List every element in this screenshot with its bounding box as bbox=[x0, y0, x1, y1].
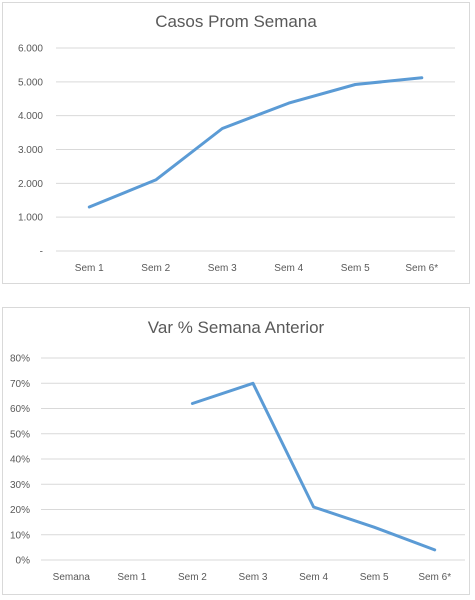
y-tick-label: 20% bbox=[10, 505, 30, 516]
y-tick-label: 40% bbox=[10, 455, 30, 466]
x-tick-label: Sem 3 bbox=[239, 572, 268, 583]
chart-casos-prom-semana: Casos Prom Semana - 1.000 2.000 3.000 4.000 5… bbox=[2, 2, 470, 284]
x-tick-label: Sem 3 bbox=[208, 263, 237, 274]
chart-var-semana-anterior: Var % Semana Anterior 0% 10% 20% 30% 40% 50% 6… bbox=[2, 307, 470, 595]
chart-plot: - 1.000 2.000 3.000 4.000 5.000 6.000 Sem 1 Sem … bbox=[18, 44, 455, 274]
x-tick-label: Sem 5 bbox=[360, 572, 389, 583]
y-tick-label: 30% bbox=[10, 480, 30, 491]
series-line bbox=[87, 76, 424, 209]
y-tick-label: 70% bbox=[10, 379, 30, 390]
y-tick-label: 2.000 bbox=[18, 179, 43, 190]
series-line bbox=[190, 381, 437, 552]
y-tick-label: 4.000 bbox=[18, 111, 43, 122]
y-tick-label: 1.000 bbox=[18, 213, 43, 224]
x-tick-label: Sem 4 bbox=[274, 263, 303, 274]
x-tick-label: Sem 1 bbox=[117, 572, 146, 583]
y-tick-label: 3.000 bbox=[18, 145, 43, 156]
chart-plot: 0% 10% 20% 30% 40% 50% 60% 70% 80% Semana Sem 1 Sem… bbox=[10, 354, 465, 583]
x-tick-label: Sem 4 bbox=[299, 572, 328, 583]
y-tick-label: 5.000 bbox=[18, 77, 43, 88]
x-tick-label: Sem 2 bbox=[141, 263, 170, 274]
x-tick-label: Sem 6* bbox=[405, 263, 438, 274]
x-tick-label: Sem 6* bbox=[418, 572, 451, 583]
y-tick-label: 10% bbox=[10, 530, 30, 541]
y-tick-label: - bbox=[40, 247, 43, 258]
y-tick-label: 0% bbox=[16, 556, 31, 567]
y-tick-label: 6.000 bbox=[18, 44, 43, 55]
x-tick-label: Semana bbox=[53, 572, 91, 583]
x-tick-label: Sem 2 bbox=[178, 572, 207, 583]
y-tick-label: 80% bbox=[10, 354, 30, 365]
x-tick-label: Sem 5 bbox=[341, 263, 370, 274]
y-tick-label: 60% bbox=[10, 404, 30, 415]
x-tick-label: Sem 1 bbox=[75, 263, 104, 274]
y-tick-label: 50% bbox=[10, 429, 30, 440]
chart-title: Casos Prom Semana bbox=[155, 12, 317, 31]
chart-title: Var % Semana Anterior bbox=[147, 318, 325, 337]
